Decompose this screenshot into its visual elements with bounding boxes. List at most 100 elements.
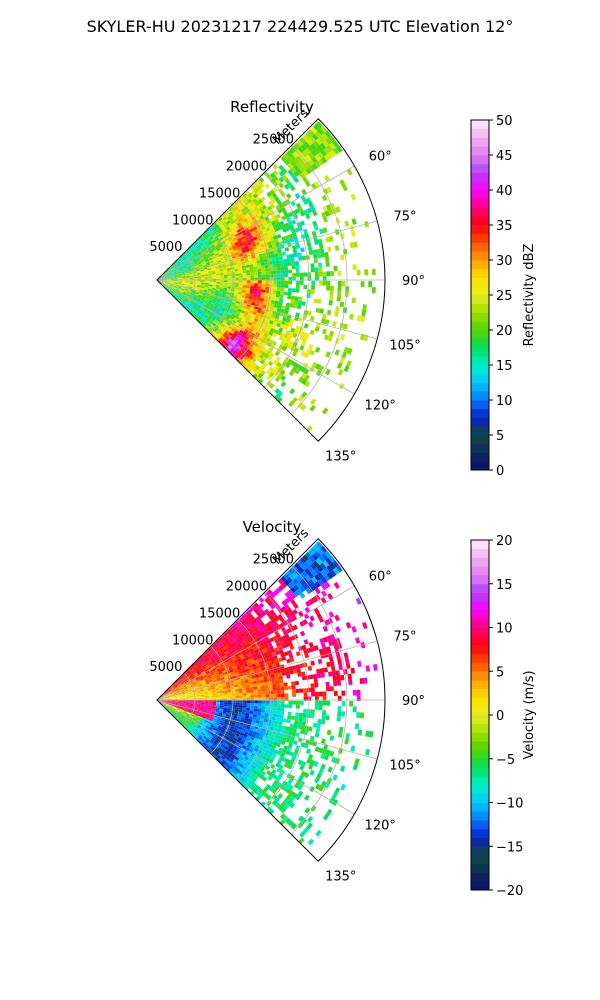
reflectivity-cell: [166, 282, 171, 284]
reflectivity-cell: [226, 290, 231, 293]
reflectivity-cell: [209, 236, 214, 241]
velocity-cell: [301, 570, 308, 578]
velocity-cell: [203, 687, 208, 690]
velocity-cell: [176, 707, 181, 710]
reflectivity-cell: [173, 284, 178, 287]
velocity-cell: [185, 727, 189, 732]
velocity-cell: [208, 661, 213, 666]
velocity-cell: [297, 815, 305, 822]
velocity-cell: [246, 659, 251, 664]
velocity-cell: [271, 677, 276, 682]
velocity-cell: [249, 657, 255, 662]
velocity-cell: [249, 790, 256, 796]
reflectivity-cell: [215, 219, 220, 225]
velocity-cell: [227, 696, 232, 699]
reflectivity-cell: [239, 195, 245, 201]
velocity-cell: [236, 730, 241, 735]
velocity-cell: [213, 727, 218, 731]
reflectivity-cell: [317, 238, 323, 245]
reflectivity-cell: [249, 237, 255, 242]
reflectivity-cell: [178, 275, 182, 278]
velocity-cell: [289, 574, 296, 581]
velocity-cell: [180, 709, 184, 712]
reflectivity-cell: [285, 302, 291, 307]
reflectivity-cell: [235, 284, 239, 288]
reflectivity-cell: [250, 352, 256, 358]
reflectivity-cell: [256, 185, 262, 191]
reflectivity-cell: [231, 215, 237, 220]
reflectivity-cell: [288, 322, 293, 328]
reflectivity-cell: [170, 290, 174, 294]
reflectivity-cell: [220, 246, 225, 250]
velocity-cell: [177, 683, 182, 687]
velocity-cell: [249, 710, 254, 714]
velocity-cell: [275, 762, 281, 768]
velocity-cell: [271, 744, 277, 750]
velocity-cell: [269, 726, 274, 731]
velocity-cell: [211, 687, 216, 690]
reflectivity-cell: [190, 254, 194, 258]
reflectivity-colorbar-tick-label: 50: [496, 114, 513, 129]
velocity-cell: [249, 767, 255, 773]
reflectivity-angle-tick-label: 120°: [365, 398, 396, 413]
reflectivity-cell: [205, 305, 210, 309]
reflectivity-colorbar-band: [471, 198, 489, 208]
velocity-colorbar-band: [471, 811, 489, 821]
reflectivity-cell: [179, 259, 183, 263]
reflectivity-cell: [344, 220, 350, 227]
reflectivity-cell: [300, 372, 307, 379]
reflectivity-cell: [166, 281, 171, 283]
velocity-cell: [197, 703, 201, 706]
reflectivity-cell: [291, 261, 296, 266]
velocity-cell: [225, 749, 230, 755]
reflectivity-cell: [241, 249, 247, 254]
velocity-cell: [211, 722, 216, 726]
reflectivity-cell: [210, 304, 215, 308]
velocity-cell: [212, 704, 216, 707]
velocity-cell: [166, 701, 171, 702]
velocity-cell: [278, 622, 284, 629]
velocity-cell: [307, 838, 315, 846]
reflectivity-cell: [164, 271, 168, 274]
reflectivity-cell: [245, 317, 251, 322]
velocity-cell: [196, 690, 201, 693]
velocity-cell: [229, 626, 234, 632]
velocity-cell: [286, 719, 291, 724]
reflectivity-cell: [173, 293, 177, 297]
velocity-cell: [223, 721, 228, 725]
reflectivity-cell: [236, 259, 241, 263]
reflectivity-colorbar-band: [471, 400, 489, 410]
velocity-cell: [297, 566, 305, 574]
reflectivity-cell: [269, 352, 275, 358]
velocity-cell: [291, 792, 298, 799]
velocity-cell: [240, 754, 246, 759]
velocity-cell: [259, 720, 264, 725]
velocity-cell: [258, 736, 263, 741]
reflectivity-cell: [332, 321, 337, 327]
velocity-cell: [212, 700, 217, 702]
reflectivity-cell: [189, 281, 194, 283]
velocity-cell: [189, 723, 193, 727]
velocity-cell: [251, 623, 257, 629]
velocity-cell: [239, 615, 245, 621]
reflectivity-cell: [211, 256, 217, 260]
reflectivity-cell: [210, 318, 215, 323]
velocity-cell: [347, 673, 352, 680]
velocity-cell: [270, 755, 276, 761]
velocity-cell: [198, 712, 203, 715]
velocity-cell: [266, 794, 272, 801]
reflectivity-cell: [171, 289, 175, 293]
reflectivity-cell: [170, 278, 175, 279]
velocity-cell: [239, 673, 244, 677]
velocity-cell: [262, 648, 267, 654]
reflectivity-cell: [161, 283, 165, 287]
reflectivity-cell: [252, 246, 258, 250]
reflectivity-cell: [265, 227, 271, 232]
reflectivity-cell: [229, 315, 235, 320]
velocity-cell: [231, 623, 237, 629]
reflectivity-cell: [192, 304, 197, 308]
velocity-cell: [163, 699, 167, 700]
velocity-cell: [268, 653, 273, 658]
velocity-cell: [174, 711, 178, 715]
velocity-cell: [169, 705, 174, 708]
